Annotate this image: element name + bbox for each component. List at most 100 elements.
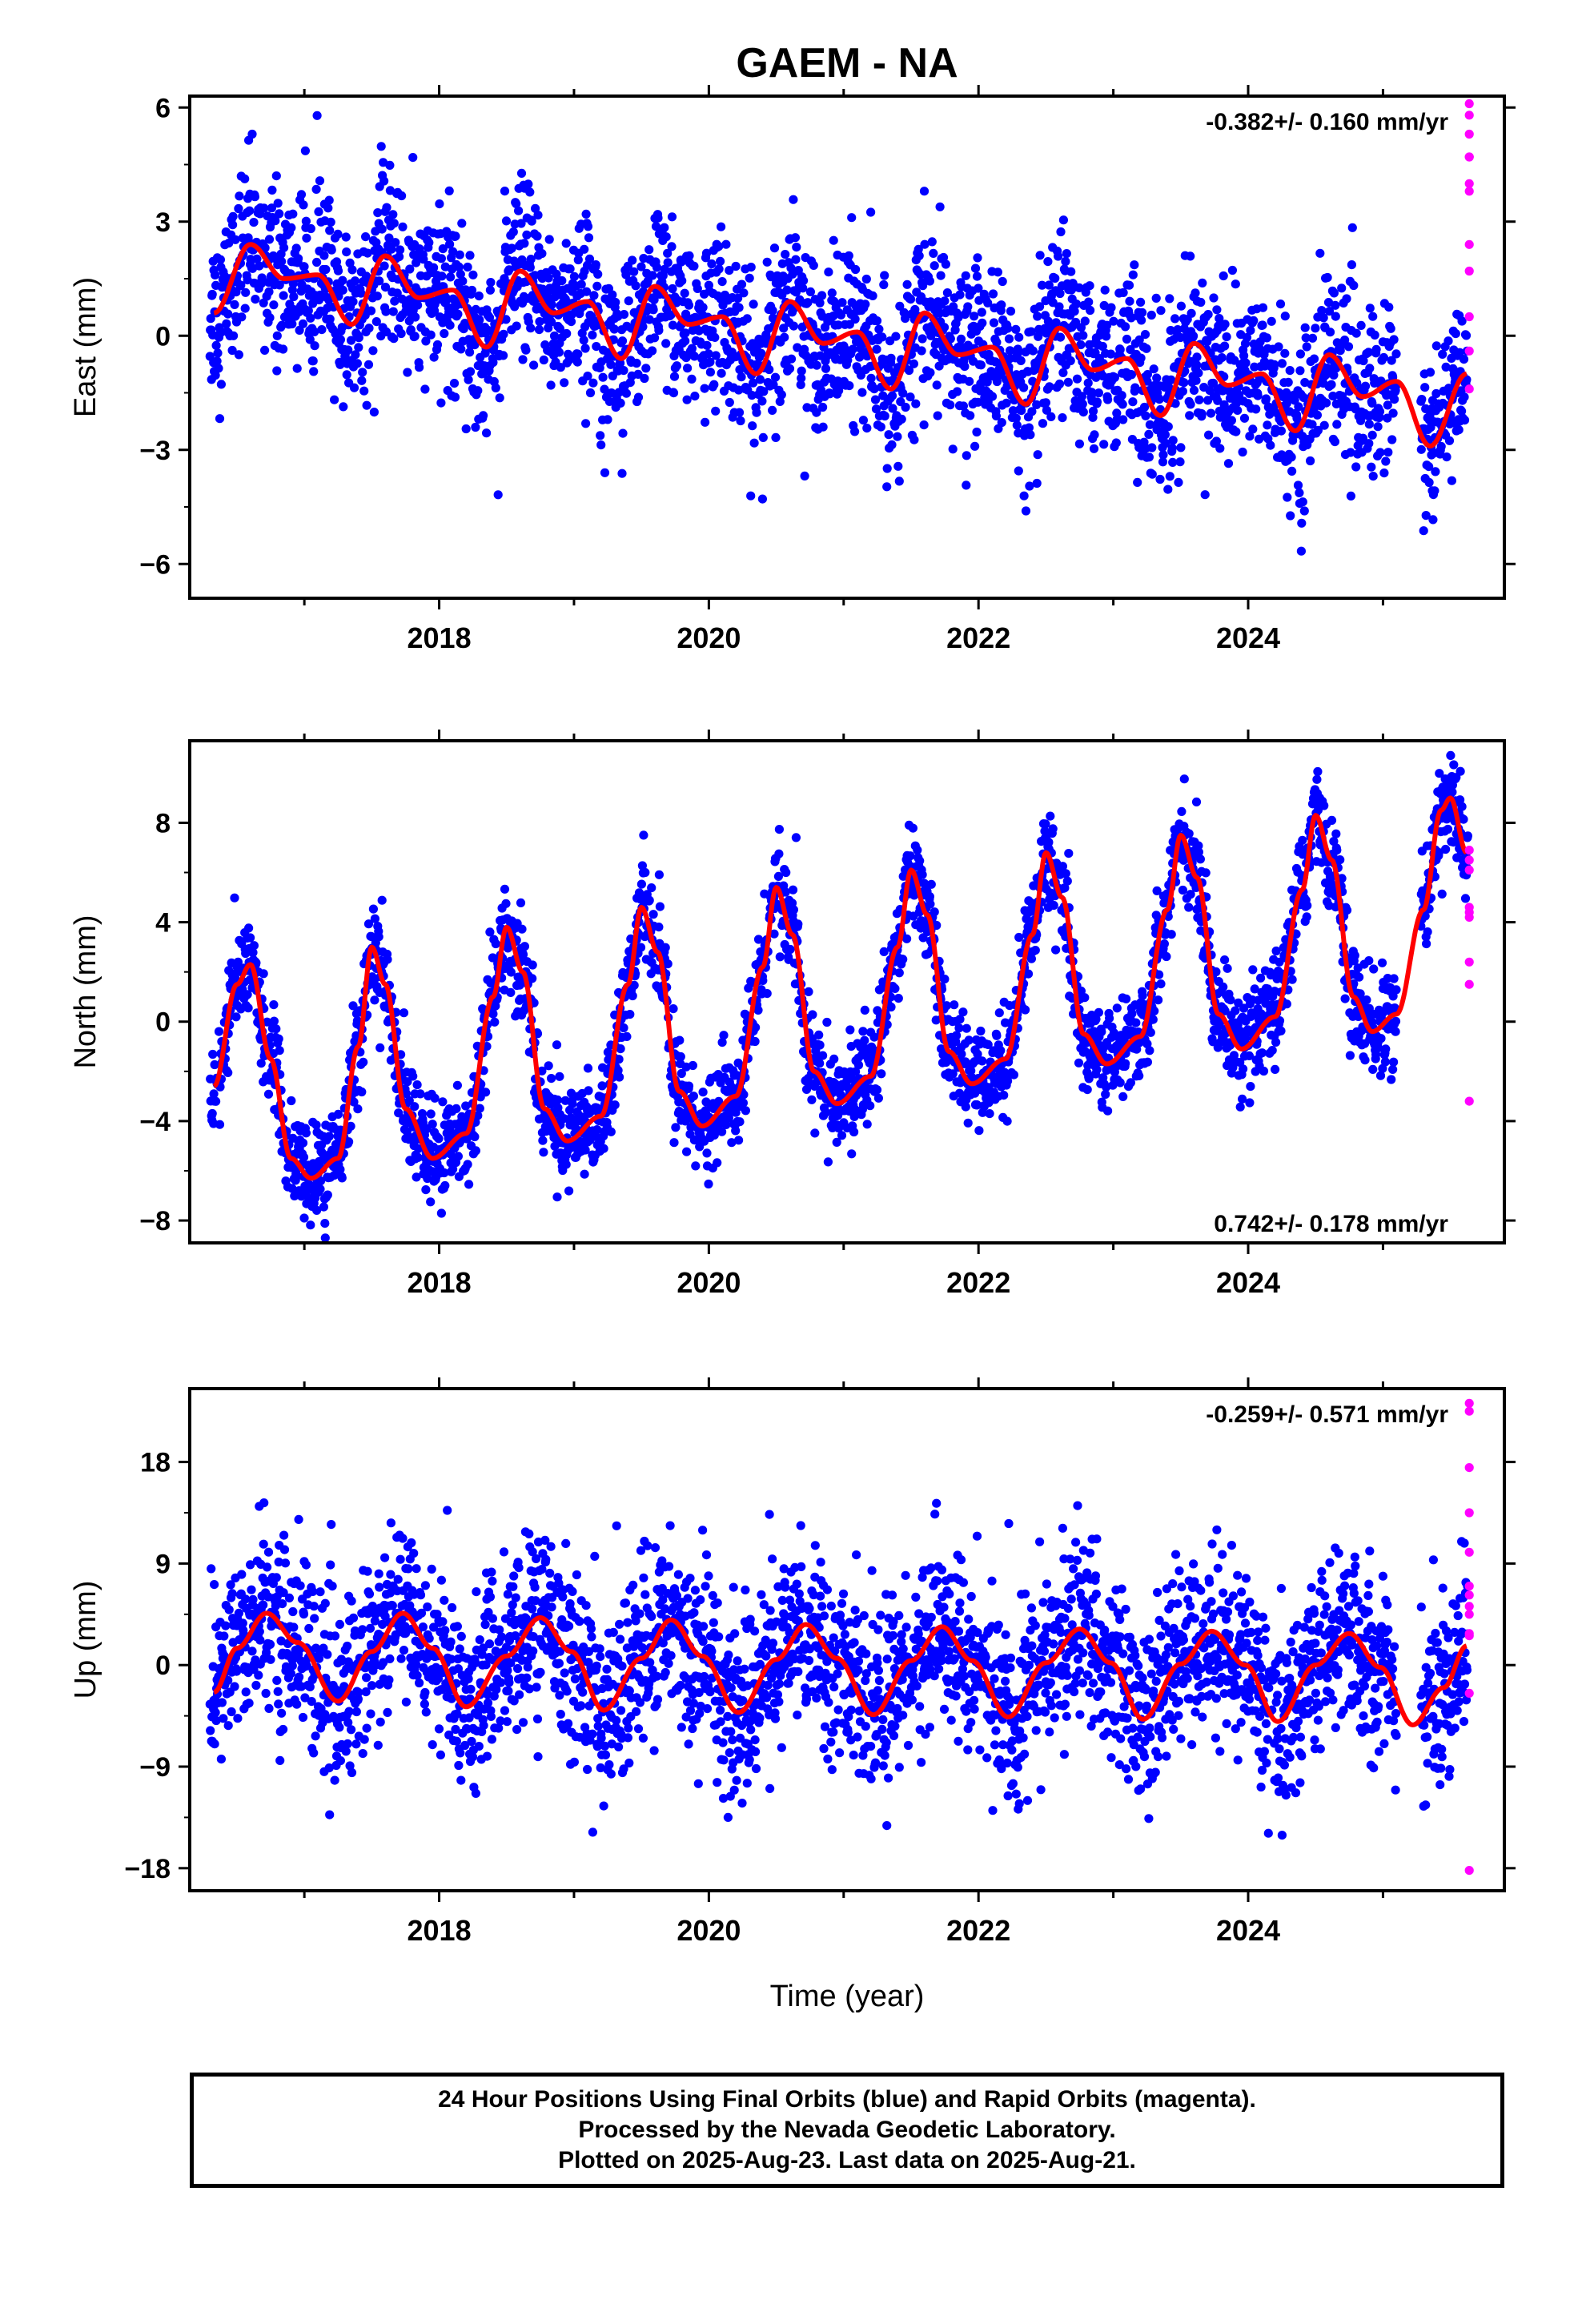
final-orbit-point — [1360, 381, 1371, 391]
final-orbit-point — [547, 1074, 556, 1084]
final-orbit-point — [1192, 352, 1202, 362]
final-orbit-point — [230, 893, 239, 903]
final-orbit-point — [757, 494, 768, 504]
final-orbit-point — [862, 424, 872, 433]
final-orbit-point — [902, 934, 912, 943]
final-orbit-point — [705, 357, 715, 367]
final-orbit-point — [1014, 332, 1024, 342]
final-orbit-point — [1155, 474, 1165, 485]
final-orbit-point — [1307, 333, 1318, 343]
final-orbit-point — [749, 300, 758, 309]
final-orbit-point — [1140, 330, 1150, 340]
final-orbit-point — [374, 932, 383, 942]
final-orbit-point — [731, 1126, 741, 1136]
final-orbit-point — [357, 1087, 367, 1097]
final-orbit-point — [976, 360, 986, 370]
final-orbit-point — [1246, 326, 1255, 336]
final-orbit-point — [1379, 352, 1388, 363]
final-orbit-point — [688, 1060, 698, 1071]
final-orbit-point — [1323, 272, 1332, 283]
final-orbit-point — [877, 1069, 886, 1079]
final-orbit-point — [1424, 477, 1434, 488]
final-orbit-point — [671, 1123, 681, 1132]
final-orbit-point — [1331, 312, 1340, 321]
final-orbit-point — [321, 264, 331, 275]
final-orbit-point — [770, 372, 781, 382]
final-orbit-point — [970, 312, 979, 321]
final-orbit-point — [1028, 346, 1038, 356]
final-orbit-point — [1222, 332, 1231, 342]
final-orbit-point — [719, 1031, 729, 1040]
final-orbit-point — [1186, 251, 1195, 261]
final-orbit-point — [306, 313, 315, 323]
final-orbit-point — [1280, 312, 1290, 321]
final-orbit-point — [1054, 379, 1065, 389]
final-orbit-point — [213, 348, 223, 358]
final-orbit-point — [1251, 404, 1261, 414]
final-orbit-point — [927, 237, 937, 247]
final-orbit-point — [581, 419, 591, 428]
final-orbit-point — [1056, 227, 1066, 237]
final-orbit-point — [235, 191, 244, 201]
final-orbit-point — [1443, 336, 1453, 346]
final-orbit-point — [1074, 439, 1084, 448]
final-orbit-point — [818, 402, 828, 412]
final-orbit-point — [822, 1017, 832, 1027]
final-orbit-point — [241, 287, 251, 297]
final-orbit-point — [230, 300, 239, 309]
final-orbit-point — [324, 195, 334, 205]
final-orbit-point — [525, 263, 535, 272]
final-orbit-point — [499, 351, 508, 360]
final-orbit-point — [327, 245, 336, 255]
final-orbit-point — [1016, 356, 1026, 365]
final-orbit-point — [684, 300, 694, 310]
final-orbit-point — [1329, 288, 1339, 298]
final-orbit-point — [1122, 334, 1132, 344]
final-orbit-point — [821, 364, 831, 373]
final-orbit-point — [288, 209, 298, 219]
final-orbit-point — [644, 245, 654, 255]
final-orbit-point — [215, 255, 225, 264]
final-orbit-point — [1111, 438, 1121, 448]
final-orbit-point — [495, 393, 504, 403]
final-orbit-point — [752, 408, 761, 417]
final-orbit-point — [946, 400, 955, 410]
final-orbit-point — [970, 263, 981, 273]
final-orbit-point — [997, 418, 1006, 428]
final-orbit-point — [998, 276, 1007, 287]
final-orbit-point — [421, 336, 431, 346]
final-orbit-point — [323, 1190, 332, 1200]
final-orbit-point — [456, 344, 466, 354]
final-orbit-point — [596, 440, 606, 450]
final-orbit-point — [501, 315, 511, 324]
final-orbit-point — [227, 345, 237, 356]
final-orbit-point — [516, 168, 527, 178]
final-orbit-point — [1460, 416, 1470, 425]
final-orbit-point — [1033, 312, 1042, 321]
final-orbit-point — [597, 1081, 607, 1091]
final-orbit-point — [408, 1072, 418, 1081]
final-orbit-point — [972, 427, 982, 437]
final-orbit-point — [520, 942, 530, 951]
final-orbit-point — [935, 202, 945, 211]
final-orbit-point — [1071, 300, 1082, 309]
final-orbit-point — [264, 287, 274, 296]
final-orbit-point — [449, 379, 460, 388]
final-orbit-point — [966, 411, 975, 420]
final-orbit-point — [299, 262, 309, 271]
final-orbit-point — [1365, 364, 1375, 373]
final-orbit-point — [452, 1080, 463, 1090]
final-orbit-point — [1311, 324, 1320, 333]
final-orbit-point — [1286, 511, 1295, 521]
final-orbit-point — [1431, 467, 1440, 476]
final-orbit-point — [619, 310, 629, 320]
final-orbit-point — [1062, 876, 1072, 886]
final-orbit-point — [717, 368, 726, 378]
final-orbit-point — [537, 249, 547, 259]
final-orbit-point — [1084, 297, 1094, 307]
final-orbit-point — [999, 1091, 1009, 1100]
final-orbit-point — [905, 851, 915, 861]
final-orbit-point — [865, 1101, 875, 1111]
